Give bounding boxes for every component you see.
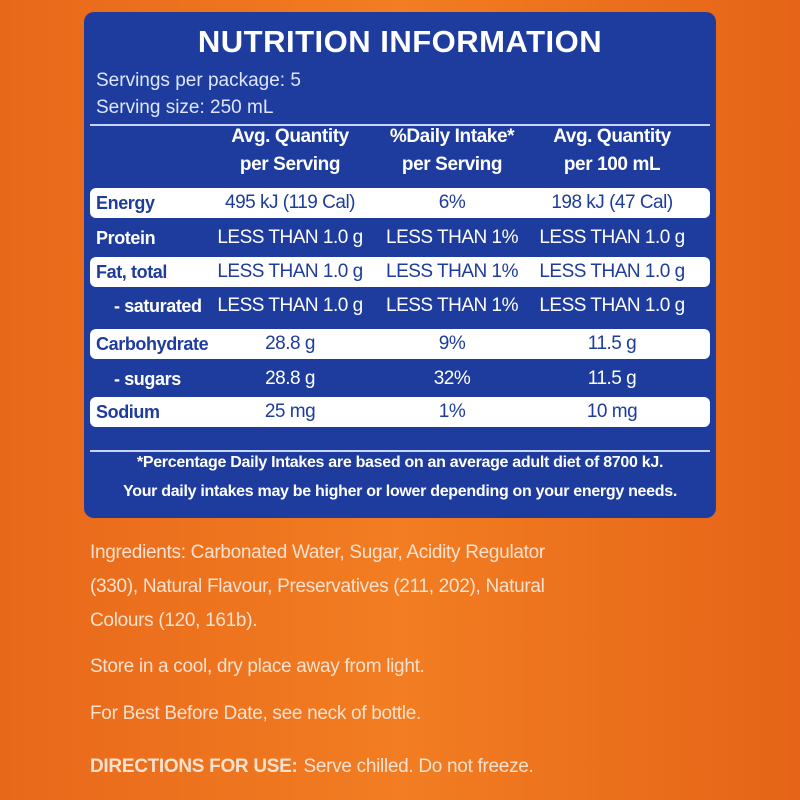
cell: 6% <box>438 192 466 213</box>
cell: 1% <box>438 401 466 422</box>
cell: LESS THAN 1% <box>386 261 518 282</box>
best-before: For Best Before Date, see neck of bottle… <box>90 703 421 724</box>
cell: 11.5 g <box>587 368 637 389</box>
cell: 198 kJ (47 Cal) <box>551 192 673 213</box>
cell: LESS THAN 1.0 g <box>539 295 685 316</box>
row-label: Carbohydrate <box>96 334 209 354</box>
cell: LESS THAN 1.0 g <box>217 295 363 316</box>
column-header: per Serving <box>401 154 503 175</box>
row-label: Energy <box>96 193 155 213</box>
cell: 28.8 g <box>265 368 315 389</box>
divider <box>90 124 710 126</box>
title: NUTRITION INFORMATION <box>197 24 603 59</box>
servings: Servings per package: 5 <box>96 70 301 91</box>
cell: 10 mg <box>586 401 638 422</box>
cell: LESS THAN 1% <box>386 227 518 248</box>
row-highlight <box>90 257 710 287</box>
column-header: %Daily Intake* <box>389 126 515 147</box>
row-highlight <box>90 188 710 218</box>
cell: 495 kJ (119 Cal) <box>225 192 356 213</box>
directions-text: Serve chilled. Do not freeze. <box>303 756 534 777</box>
row-label: - sugars <box>114 369 181 389</box>
row-label: Sodium <box>96 402 160 422</box>
serving-size: Serving size: 250 mL <box>96 97 274 118</box>
directions-label: DIRECTIONS FOR USE: <box>90 756 298 777</box>
row-label: - saturated <box>114 296 202 316</box>
cell: LESS THAN 1.0 g <box>217 227 363 248</box>
cell: LESS THAN 1.0 g <box>217 261 363 282</box>
cell: LESS THAN 1% <box>386 295 518 316</box>
cell: 25 mg <box>264 401 316 422</box>
column-header: per Serving <box>239 154 341 175</box>
column-header: Avg. Quantity <box>231 126 349 147</box>
column-header: per 100 mL <box>563 154 661 175</box>
cell: LESS THAN 1.0 g <box>539 261 685 282</box>
row-label: Fat, total <box>96 262 167 282</box>
column-header: Avg. Quantity <box>553 126 671 147</box>
nutrition-panel: NUTRITION INFORMATION Servings per packa… <box>84 12 716 518</box>
cell: 11.5 g <box>587 333 637 354</box>
divider <box>90 450 710 452</box>
row-highlight <box>90 329 710 359</box>
ingredients: Colours (120, 161b). <box>90 610 258 631</box>
cell: LESS THAN 1.0 g <box>539 227 685 248</box>
directions: DIRECTIONS FOR USE: Serve chilled. Do not… <box>90 756 534 778</box>
row-highlight <box>90 397 710 427</box>
storage: Store in a cool, dry place away from lig… <box>90 656 425 677</box>
cell: 28.8 g <box>265 333 315 354</box>
cell: 32% <box>433 368 471 389</box>
footnote: Your daily intakes may be higher or lowe… <box>123 483 677 500</box>
ingredients: Ingredients: Carbonated Water, Sugar, Ac… <box>90 542 545 563</box>
ingredients: (330), Natural Flavour, Preservatives (2… <box>90 576 545 597</box>
cell: 9% <box>438 333 466 354</box>
row-label: Protein <box>96 228 156 248</box>
footnote: *Percentage Daily Intakes are based on a… <box>136 454 664 471</box>
